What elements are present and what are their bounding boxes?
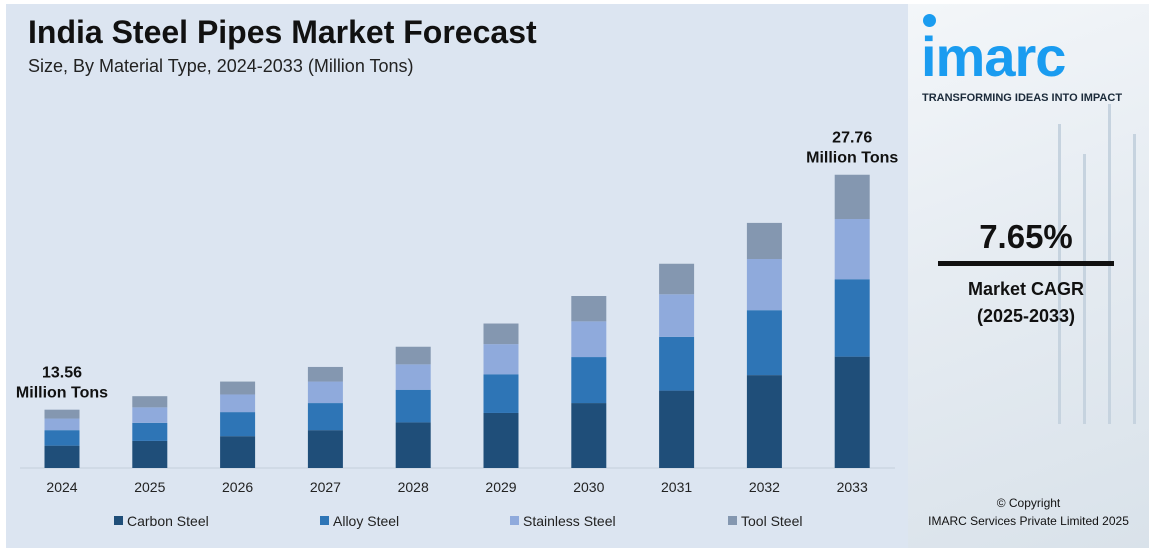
- bar-tool-steel-2027: [307, 366, 343, 382]
- bar-carbon-steel-2030: [571, 403, 607, 468]
- bar-alloy-steel-2031: [659, 336, 695, 391]
- data-label-value-2033: 27.76: [832, 130, 872, 147]
- logo-dot: [923, 14, 936, 27]
- bar-carbon-steel-2032: [746, 375, 782, 468]
- bar-alloy-steel-2029: [483, 374, 519, 413]
- x-tick-label-2026: 2026: [222, 479, 253, 495]
- x-tick-label-2025: 2025: [134, 479, 165, 495]
- cagr-value: 7.65%: [979, 218, 1073, 255]
- bar-stainless-steel-2030: [571, 321, 607, 358]
- legend-label-stainless-steel: Stainless Steel: [523, 513, 616, 529]
- bar-stainless-steel-2026: [220, 394, 256, 413]
- data-label-unit-2024: Million Tons: [16, 385, 108, 402]
- bar-stainless-steel-2024: [44, 418, 80, 431]
- imarc-logo: imarc: [921, 25, 1066, 88]
- data-label-value-2024: 13.56: [42, 365, 82, 382]
- bar-carbon-steel-2024: [44, 445, 80, 468]
- bar-tool-steel-2030: [571, 296, 607, 322]
- bar-stainless-steel-2025: [132, 407, 168, 423]
- x-tick-label-2033: 2033: [837, 479, 868, 495]
- bar-alloy-steel-2024: [44, 430, 80, 446]
- cagr-label-line2: (2025-2033): [976, 306, 1076, 326]
- bar-carbon-steel-2031: [659, 390, 695, 468]
- bar-tool-steel-2032: [746, 222, 782, 260]
- chart-subtitle: Size, By Material Type, 2024-2033 (Milli…: [28, 56, 414, 76]
- data-label-unit-2033: Million Tons: [806, 150, 898, 167]
- x-tick-label-2030: 2030: [573, 479, 604, 495]
- bar-stainless-steel-2032: [746, 259, 782, 311]
- bar-stainless-steel-2029: [483, 344, 519, 375]
- legend-swatch-alloy-steel: [320, 516, 329, 525]
- bar-tool-steel-2024: [44, 409, 80, 419]
- decorative-line: [1083, 154, 1086, 424]
- bar-carbon-steel-2025: [132, 440, 168, 468]
- legend-swatch-carbon-steel: [114, 516, 123, 525]
- bar-tool-steel-2025: [132, 396, 168, 408]
- brand-panel: imarc TRANSFORMING IDEAS INTO IMPACT 7.6…: [908, 4, 1149, 548]
- x-tick-label-2032: 2032: [749, 479, 780, 495]
- bar-tool-steel-2029: [483, 323, 519, 345]
- legend-label-tool-steel: Tool Steel: [741, 513, 802, 529]
- legend-swatch-stainless-steel: [510, 516, 519, 525]
- bar-alloy-steel-2027: [307, 403, 343, 431]
- x-tick-label-2028: 2028: [398, 479, 429, 495]
- copyright: © Copyright IMARC Services Private Limit…: [908, 494, 1149, 530]
- cagr-divider: [938, 261, 1114, 266]
- copyright-line1: © Copyright: [996, 496, 1061, 510]
- x-tick-label-2031: 2031: [661, 479, 692, 495]
- bar-alloy-steel-2030: [571, 357, 607, 404]
- x-tick-label-2029: 2029: [485, 479, 516, 495]
- bar-stainless-steel-2028: [395, 364, 431, 390]
- bar-tool-steel-2026: [220, 381, 256, 395]
- bar-carbon-steel-2033: [834, 356, 870, 468]
- bar-tool-steel-2028: [395, 346, 431, 365]
- stacked-bar-chart: 2024 2025 2026 2027 2028 2029 2030 2031 2032 2033…: [16, 130, 898, 529]
- cagr-label-line1: Market CAGR: [967, 279, 1085, 299]
- bar-tool-steel-2031: [659, 263, 695, 295]
- bar-stainless-steel-2027: [307, 381, 343, 404]
- bar-alloy-steel-2033: [834, 279, 870, 357]
- bar-alloy-steel-2032: [746, 310, 782, 376]
- decorative-line: [1058, 124, 1061, 424]
- bar-stainless-steel-2031: [659, 294, 695, 337]
- bar-stainless-steel-2033: [834, 219, 870, 280]
- bar-carbon-steel-2026: [220, 436, 256, 468]
- bar-carbon-steel-2028: [395, 422, 431, 468]
- logo-tagline: TRANSFORMING IDEAS INTO IMPACT: [922, 92, 1123, 104]
- legend-label-alloy-steel: Alloy Steel: [333, 513, 399, 529]
- x-tick-label-2024: 2024: [46, 479, 77, 495]
- bar-carbon-steel-2029: [483, 412, 519, 468]
- bar-carbon-steel-2027: [307, 430, 343, 468]
- bar-tool-steel-2033: [834, 174, 870, 220]
- bar-alloy-steel-2028: [395, 389, 431, 423]
- x-tick-label-2027: 2027: [310, 479, 341, 495]
- chart-title: India Steel Pipes Market Forecast: [28, 14, 537, 50]
- bar-alloy-steel-2025: [132, 422, 168, 441]
- copyright-line2: IMARC Services Private Limited 2025: [928, 514, 1129, 528]
- bar-alloy-steel-2026: [220, 412, 256, 437]
- decorative-line: [1133, 134, 1136, 424]
- legend-swatch-tool-steel: [728, 516, 737, 525]
- cagr-label: Market CAGR (2025-2033): [928, 276, 1124, 330]
- legend-label-carbon-steel: Carbon Steel: [127, 513, 209, 529]
